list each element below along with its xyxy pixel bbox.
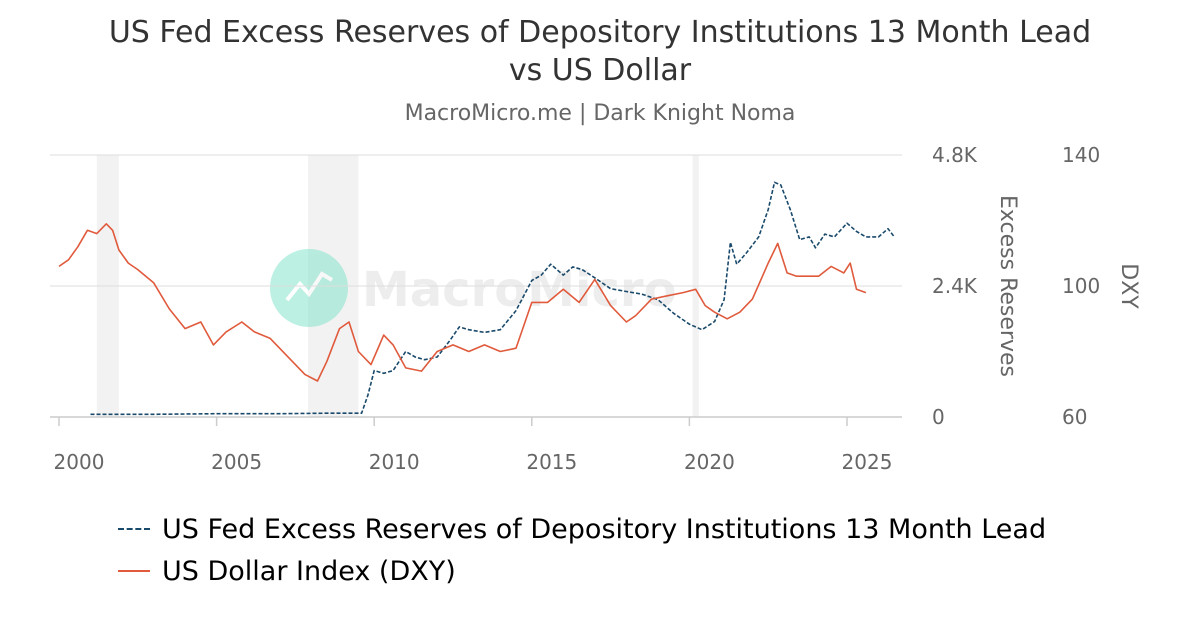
- legend-swatch-reserves: [118, 528, 150, 530]
- y-left-axis-title: Excess Reserves: [995, 195, 1020, 377]
- x-tick-label: 2020: [684, 450, 735, 474]
- x-tick-label: 2010: [369, 450, 420, 474]
- y-right-axis-title: DXY: [1116, 263, 1141, 309]
- series-line-reserves: [90, 181, 895, 416]
- watermark: MacroMicro: [270, 249, 677, 327]
- series-lines: [58, 181, 895, 416]
- legend-swatch-dxy: [118, 570, 150, 572]
- x-tick-label: 2015: [526, 450, 577, 474]
- watermark-logo-icon: [270, 249, 348, 327]
- legend-item-dxy[interactable]: US Dollar Index (DXY): [118, 550, 1046, 592]
- legend-label-dxy: US Dollar Index (DXY): [162, 555, 456, 587]
- legend: US Fed Excess Reserves of Depository Ins…: [118, 508, 1046, 592]
- watermark-text: MacroMicro: [362, 262, 677, 318]
- x-tick-label: 2025: [842, 450, 893, 474]
- legend-item-reserves[interactable]: US Fed Excess Reserves of Depository Ins…: [118, 508, 1046, 550]
- y-right-tick-label: 140: [1062, 143, 1100, 167]
- y-left-tick-label: 0: [932, 405, 945, 429]
- grid-lines: [50, 154, 902, 287]
- y-left-tick-label: 4.8K: [932, 143, 978, 167]
- chart-title: US Fed Excess Reserves of Depository Ins…: [108, 15, 1092, 88]
- x-tick-label: 2000: [54, 450, 105, 474]
- y-right-tick-label: 100: [1062, 274, 1100, 298]
- y-right-tick-label: 60: [1062, 405, 1087, 429]
- series-line-dxy: [58, 223, 867, 382]
- watermark-logo-stroke: [285, 271, 334, 302]
- x-tick-label: 2005: [211, 450, 262, 474]
- y-left-tick-label: 2.4K: [932, 274, 978, 298]
- axes: 2000 2005 2010 2015 2020 2025 0 2.4K 4.8K 60 100 14…: [50, 143, 1141, 474]
- chart-subtitle: MacroMicro.me | Dark Knight Noma: [404, 101, 796, 126]
- legend-label-reserves: US Fed Excess Reserves of Depository Ins…: [162, 513, 1047, 545]
